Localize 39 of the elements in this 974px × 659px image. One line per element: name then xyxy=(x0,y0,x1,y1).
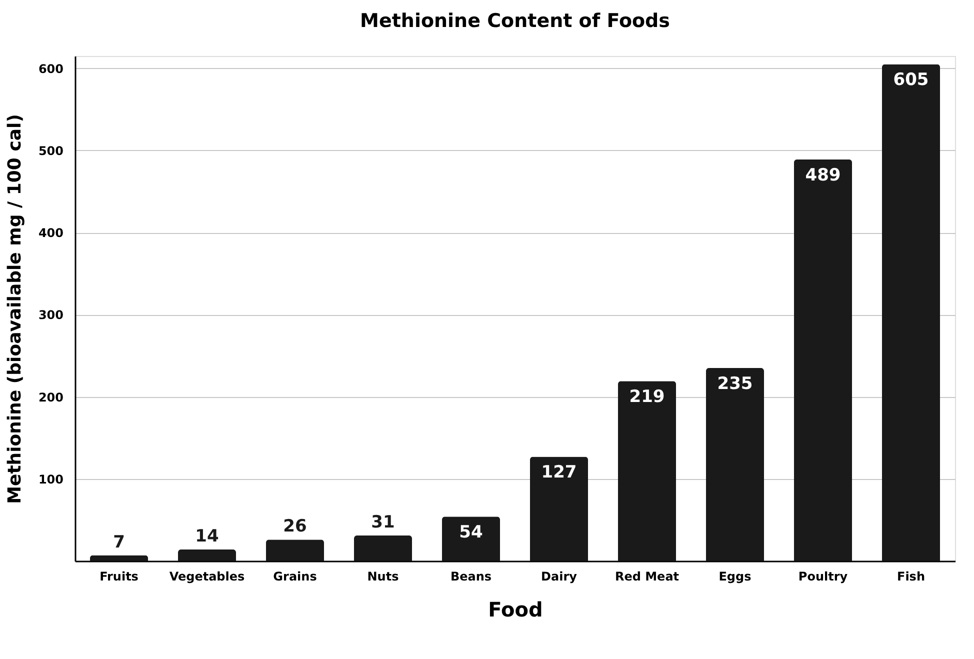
y-tick-label: 500 xyxy=(38,144,64,158)
data-label: 219 xyxy=(629,387,665,408)
chart-title: Methionine Content of Foods xyxy=(360,10,670,32)
bar xyxy=(178,550,236,561)
data-label: 127 xyxy=(541,462,577,483)
bar xyxy=(706,368,764,561)
bar xyxy=(442,516,500,561)
x-tick-label: Fish xyxy=(897,570,925,584)
x-tick-label: Grains xyxy=(273,570,317,584)
x-tick-label: Fruits xyxy=(100,570,138,584)
data-label: 235 xyxy=(717,374,753,394)
data-label: 605 xyxy=(893,70,929,90)
x-tick-label: Beans xyxy=(450,570,492,584)
x-tick-label: Poultry xyxy=(798,570,848,584)
bar xyxy=(794,159,852,561)
data-label: 7 xyxy=(113,532,125,552)
x-tick-label: Nuts xyxy=(367,570,399,584)
bar xyxy=(266,540,324,561)
bar xyxy=(354,536,412,561)
y-axis-title: Methionine (bioavailable mg / 100 cal) xyxy=(4,114,26,504)
x-tick-label: Dairy xyxy=(541,570,578,584)
bar xyxy=(882,64,940,561)
data-label: 31 xyxy=(371,512,395,533)
y-tick-label: 600 xyxy=(38,62,64,76)
y-tick-label: 300 xyxy=(38,308,64,322)
y-tick-label: 400 xyxy=(38,226,64,240)
data-label: 14 xyxy=(195,526,219,547)
data-label: 489 xyxy=(805,165,841,186)
bar xyxy=(530,456,588,561)
x-tick-label: Eggs xyxy=(718,570,752,584)
y-tick-label: 100 xyxy=(38,472,64,486)
y-tick-label: 200 xyxy=(38,390,64,404)
x-axis-title: Food xyxy=(488,598,543,622)
bar xyxy=(618,381,676,561)
data-label: 26 xyxy=(283,516,307,537)
bar xyxy=(90,555,148,561)
x-tick-label: Vegetables xyxy=(169,570,245,584)
data-label: 54 xyxy=(459,522,483,543)
x-tick-label: Red Meat xyxy=(614,570,680,584)
